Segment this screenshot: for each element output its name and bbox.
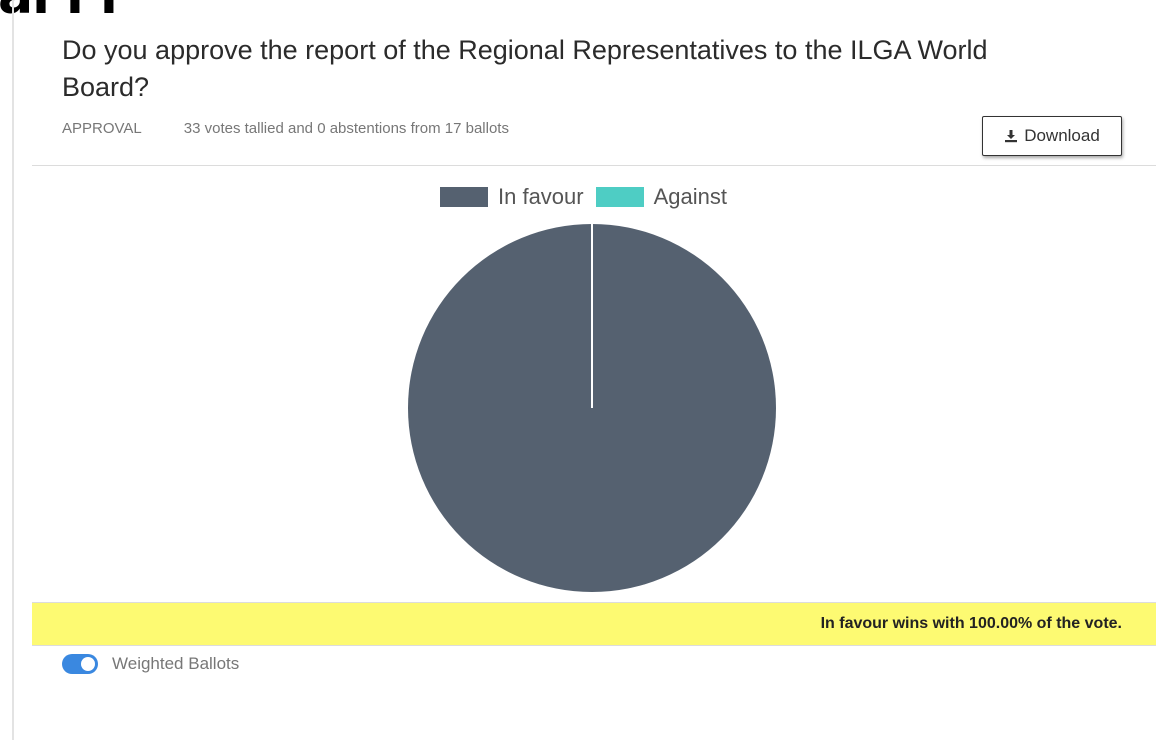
result-banner: In favour wins with 100.00% of the vote. <box>32 602 1156 646</box>
download-label: Download <box>1024 126 1100 145</box>
toggle-knob <box>81 657 95 671</box>
weighted-ballots-label: Weighted Ballots <box>112 654 240 673</box>
question-title: Do you approve the report of the Regiona… <box>62 35 988 102</box>
legend-label-against: Against <box>653 184 727 209</box>
tally-summary: 33 votes tallied and 0 abstentions from … <box>183 120 509 137</box>
question-type: APPROVAL <box>62 120 142 137</box>
download-button[interactable]: Download <box>982 116 1122 156</box>
chart-legend: In favour Against <box>440 182 739 212</box>
legend-item-in-favour[interactable]: In favour <box>440 184 584 210</box>
pie-chart <box>408 224 776 592</box>
left-border <box>12 0 14 740</box>
weighted-ballots-toggle[interactable] <box>62 654 98 674</box>
result-text: In favour wins with 100.00% of the vote. <box>820 615 1122 632</box>
legend-swatch-against <box>595 187 644 207</box>
legend-label-in-favour: In favour <box>498 184 584 209</box>
weighted-ballots-row: Weighted Ballots <box>62 654 239 674</box>
question-meta: APPROVAL 33 votes tallied and 0 abstenti… <box>62 120 509 137</box>
header-divider <box>32 165 1156 166</box>
clipped-heading-fragment: aı ı ı <box>0 0 118 22</box>
legend-item-against[interactable]: Against <box>595 184 727 210</box>
legend-swatch-in-favour <box>440 187 488 207</box>
download-icon <box>1005 130 1018 143</box>
